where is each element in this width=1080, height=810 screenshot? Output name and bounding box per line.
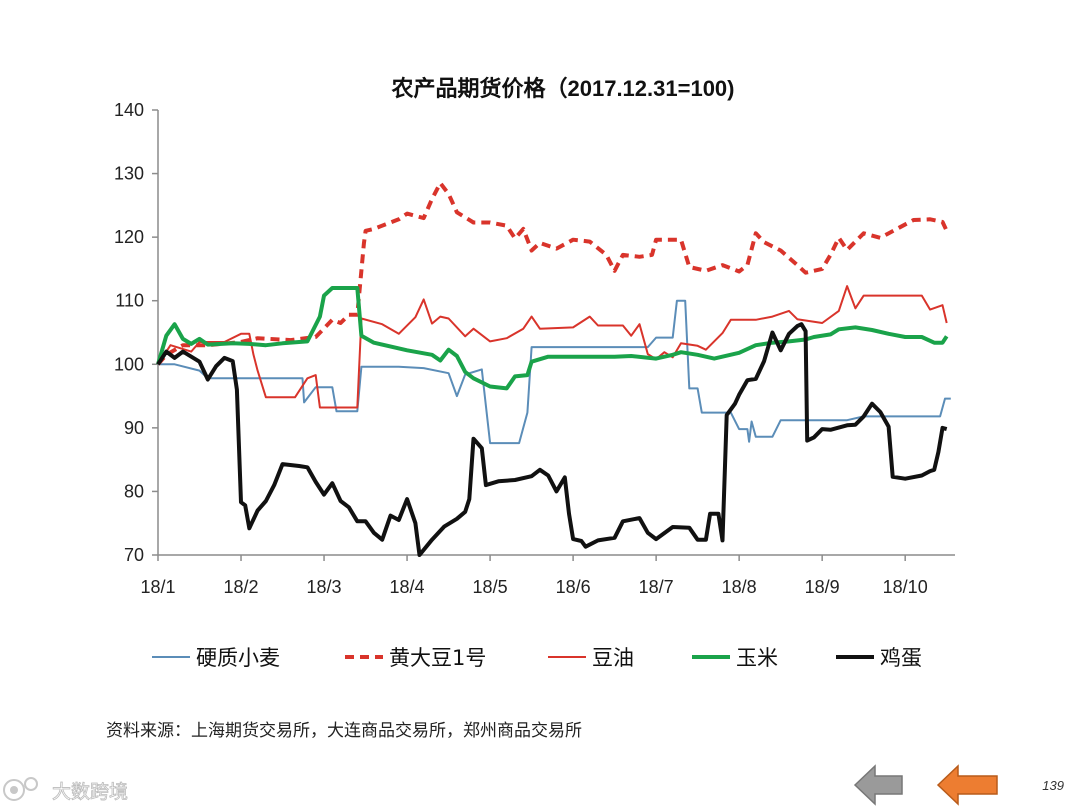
x-tick-label: 18/6 [556,577,591,597]
chart-title: 农产品期货价格（2017.12.31=100) [391,76,735,101]
prev-slide-button[interactable] [853,764,903,806]
next-slide-button[interactable] [936,764,998,806]
left-arrow-icon [853,764,903,806]
y-tick-label: 90 [124,418,144,438]
x-tick-label: 18/5 [473,577,508,597]
legend-label-4: 玉米 [736,646,778,670]
legend-label-5: 鸡蛋 [880,646,922,670]
series-layer [156,181,951,557]
watermark-logo-icon [3,777,38,801]
y-tick-label: 110 [115,291,144,311]
axes: 70 80 90 100 110 120 130 140 18/1 18/2 18/3 18/4 18/… [114,100,955,597]
x-tick-label: 18/8 [722,577,757,597]
series-line-5 [156,322,948,557]
x-tick-label: 18/10 [883,577,928,597]
series-line-4 [156,286,949,391]
x-tick-label: 18/2 [223,577,258,597]
y-tick-label: 130 [114,164,144,184]
legend-label-2: 黄大豆1号 [389,646,486,670]
y-tick-label: 100 [114,354,144,374]
page-number: 139 [1042,778,1064,793]
y-tick-label: 120 [114,227,144,247]
legend: 硬质小麦 黄大豆1号 豆油 玉米 鸡蛋 [152,646,922,670]
legend-label-3: 豆油 [592,646,634,670]
legend-label-1: 硬质小麦 [196,646,280,670]
series-line-1 [158,299,951,445]
left-arrow-icon [936,764,998,806]
x-tick-label: 18/1 [140,577,175,597]
series-line-2 [156,181,949,366]
x-tick-label: 18/9 [805,577,840,597]
watermark: 大数跨境 [3,777,128,803]
y-tick-label: 80 [124,481,144,501]
x-tick-label: 18/3 [307,577,342,597]
watermark-text: 大数跨境 [52,781,128,803]
y-tick-label: 70 [124,545,144,565]
source-note: 资料来源：上海期货交易所，大连商品交易所，郑州商品交易所 [106,721,582,741]
y-tick-label: 140 [114,100,144,120]
x-tick-label: 18/7 [639,577,674,597]
x-tick-label: 18/4 [390,577,425,597]
series-line-3 [157,285,948,409]
